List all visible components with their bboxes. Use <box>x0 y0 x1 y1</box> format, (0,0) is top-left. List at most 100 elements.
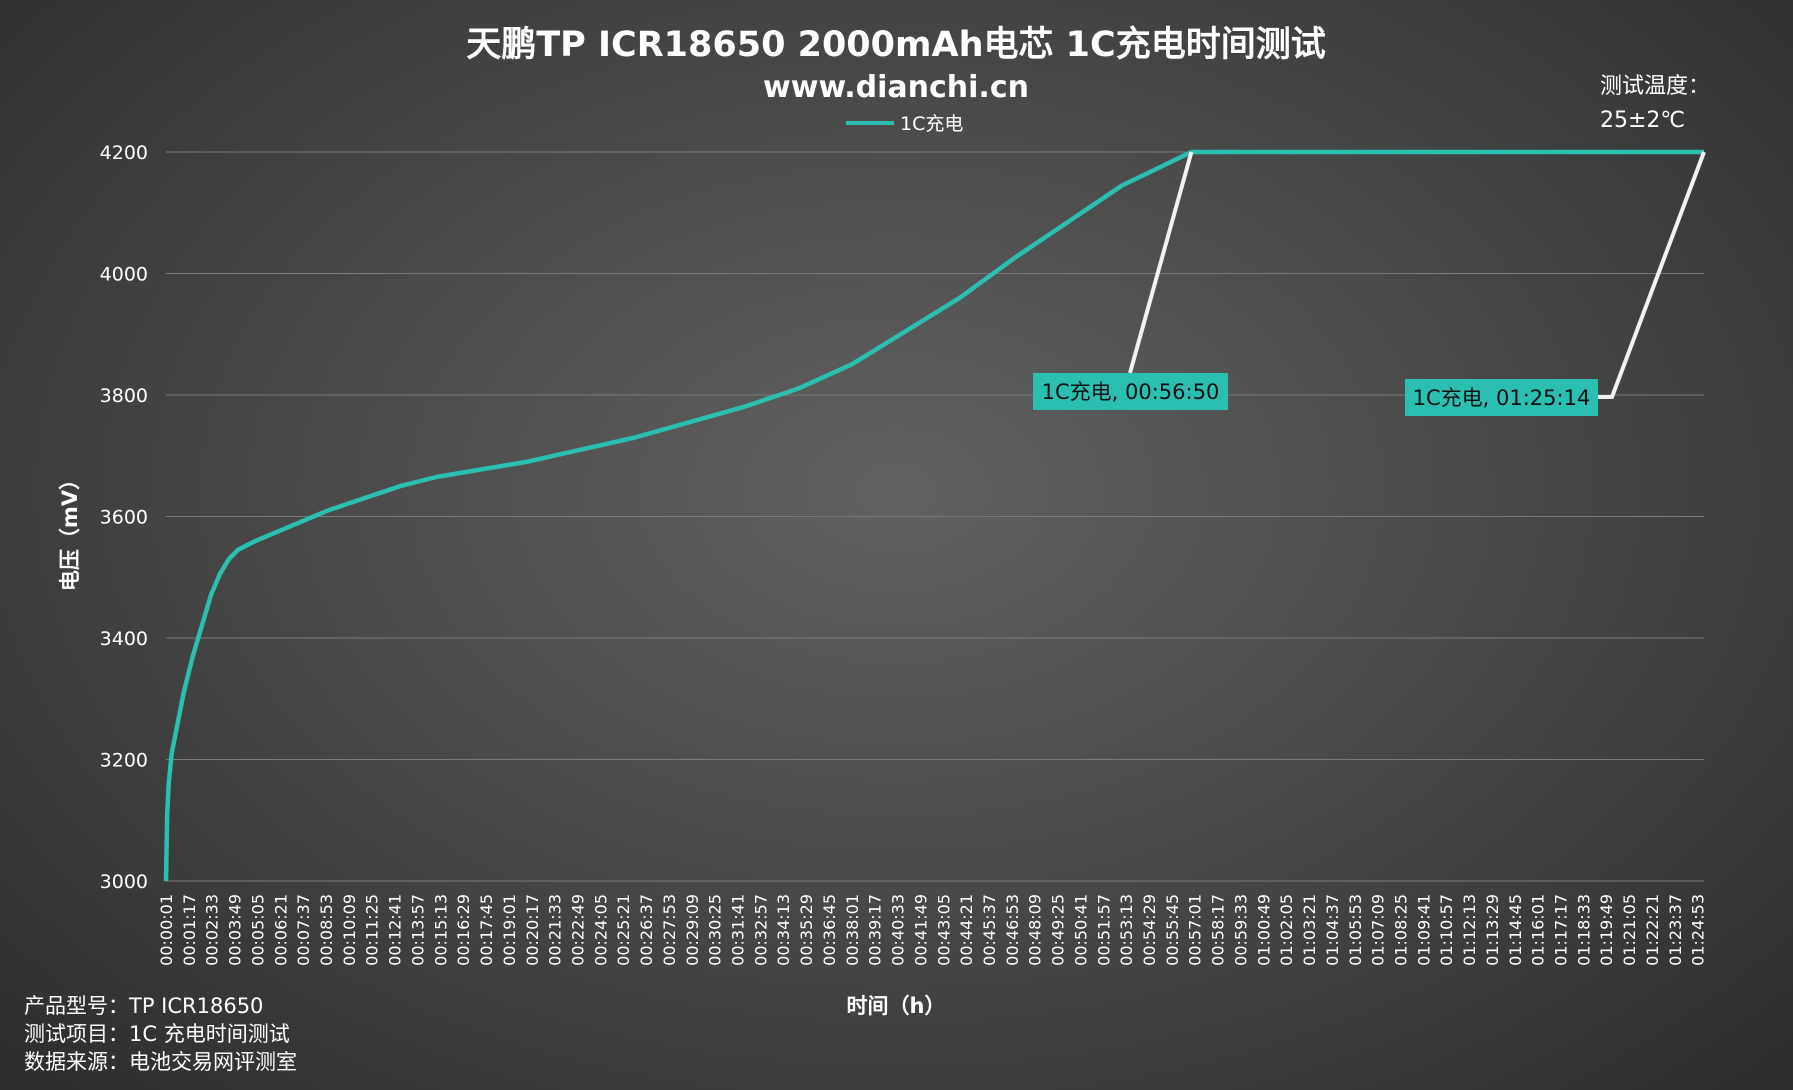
x-tick-label: 00:38:01 <box>843 894 862 966</box>
y-tick-label: 3000 <box>100 871 148 893</box>
x-tick-label: 00:36:45 <box>820 894 839 966</box>
x-tick-label: 01:03:21 <box>1300 894 1319 966</box>
annotation-box <box>1033 373 1228 410</box>
x-tick-label: 01:22:21 <box>1643 894 1662 966</box>
x-tick-label: 00:27:53 <box>660 894 679 966</box>
annotations: 1C充电, 00:56:50 1C充电, 01:25:14 <box>1033 151 1706 416</box>
x-tick-label: 00:41:49 <box>911 894 930 966</box>
x-tick-label: 01:04:37 <box>1323 894 1342 966</box>
x-tick-label: 00:06:21 <box>271 894 290 966</box>
y-tick-label: 4200 <box>100 142 148 164</box>
x-tick-label: 00:22:49 <box>568 894 587 966</box>
x-tick-label: 00:35:29 <box>797 894 816 966</box>
x-tick-label: 00:44:21 <box>957 894 976 966</box>
x-tick-label: 00:51:57 <box>1094 894 1113 966</box>
grid-lines <box>166 151 1704 882</box>
x-tick-label: 00:32:57 <box>751 894 770 966</box>
annotation-label: 1C充电, 00:56:50 <box>1042 380 1220 404</box>
x-tick-label: 00:34:13 <box>774 894 793 966</box>
x-tick-label: 00:30:25 <box>706 894 725 966</box>
x-tick-label: 00:24:05 <box>591 894 610 966</box>
x-tick-label: 00:17:45 <box>477 894 496 966</box>
x-tick-label: 00:19:01 <box>500 894 519 966</box>
x-tick-label: 01:21:05 <box>1620 894 1639 966</box>
footer-model: 产品型号：TP ICR18650 <box>24 994 264 1018</box>
x-tick-label: 00:45:37 <box>980 894 999 966</box>
x-tick-label: 00:02:33 <box>203 894 222 966</box>
x-tick-label: 00:16:29 <box>454 894 473 966</box>
chart-title: 天鹏TP ICR18650 2000mAh电芯 1C充电时间测试 <box>466 25 1325 65</box>
legend-label: 1C充电 <box>900 113 963 135</box>
x-tick-label: 00:50:41 <box>1071 894 1090 966</box>
x-tick-label: 01:12:13 <box>1460 894 1479 966</box>
x-tick-label: 00:58:17 <box>1209 894 1228 966</box>
y-tick-label: 3800 <box>100 385 148 407</box>
x-tick-label: 00:20:17 <box>523 894 542 966</box>
y-tick-label: 3400 <box>100 628 148 650</box>
x-tick-label: 00:48:09 <box>1026 894 1045 966</box>
x-tick-label: 00:29:09 <box>683 894 702 966</box>
x-tick-label: 01:13:29 <box>1483 894 1502 966</box>
x-tick-label: 00:43:05 <box>934 894 953 966</box>
annotation-label: 1C充电, 01:25:14 <box>1413 386 1591 410</box>
x-tick-label: 01:18:33 <box>1574 894 1593 966</box>
x-tick-label: 00:55:45 <box>1163 894 1182 966</box>
y-axis-ticks: 3000 3200 3400 3600 3800 4000 4200 <box>100 142 148 893</box>
x-axis-label: 时间（h） <box>847 994 946 1018</box>
x-tick-label: 01:07:09 <box>1369 894 1388 966</box>
y-tick-label: 4000 <box>100 264 148 286</box>
x-tick-label: 00:57:01 <box>1186 894 1205 966</box>
x-tick-label: 00:03:49 <box>226 894 245 966</box>
x-tick-label: 01:10:57 <box>1437 894 1456 966</box>
temperature-label: 测试温度： <box>1600 74 1711 99</box>
x-tick-label: 00:07:37 <box>294 894 313 966</box>
x-tick-label: 00:01:17 <box>180 894 199 966</box>
x-tick-label: 01:09:41 <box>1414 894 1433 966</box>
annotation-leader <box>1598 151 1706 399</box>
temperature-value: 25±2℃ <box>1600 108 1686 133</box>
x-axis-ticks: 00:00:01 00:01:17 00:02:33 00:03:49 00:05:05… <box>157 894 1708 966</box>
x-tick-label: 01:05:53 <box>1346 894 1365 966</box>
x-tick-label: 00:00:01 <box>157 894 176 966</box>
footer-info: 产品型号：TP ICR18650 测试项目：1C 充电时间测试 数据来源：电池交… <box>24 992 297 1076</box>
x-tick-label: 01:24:53 <box>1689 894 1708 966</box>
y-tick-label: 3600 <box>100 507 148 529</box>
x-tick-label: 01:14:45 <box>1506 894 1525 966</box>
series-line-1c-charge <box>163 149 1704 882</box>
x-tick-label: 00:15:13 <box>431 894 450 966</box>
x-tick-label: 00:46:53 <box>1003 894 1022 966</box>
footer-test-item: 测试项目：1C 充电时间测试 <box>24 1022 290 1046</box>
legend: 1C充电 <box>846 113 963 135</box>
x-tick-label: 00:12:41 <box>386 894 405 966</box>
x-tick-label: 00:53:13 <box>1117 894 1136 966</box>
x-tick-label: 00:05:05 <box>248 894 267 966</box>
x-tick-label: 01:02:05 <box>1277 894 1296 966</box>
x-tick-label: 00:08:53 <box>317 894 336 966</box>
y-axis-label: 电压（mV） <box>58 469 82 591</box>
x-tick-label: 00:11:25 <box>363 894 382 966</box>
x-tick-label: 01:23:37 <box>1666 894 1685 966</box>
x-tick-label: 00:31:41 <box>729 894 748 966</box>
x-tick-label: 01:00:49 <box>1254 894 1273 966</box>
x-tick-label: 01:16:01 <box>1529 894 1548 966</box>
x-tick-label: 00:13:57 <box>408 894 427 966</box>
x-tick-label: 00:59:33 <box>1231 894 1250 966</box>
annotation-box <box>1405 379 1598 416</box>
x-tick-label: 00:49:25 <box>1049 894 1068 966</box>
x-tick-label: 01:17:17 <box>1552 894 1571 966</box>
annotation-leader <box>1128 151 1194 374</box>
x-tick-label: 00:39:17 <box>866 894 885 966</box>
x-tick-label: 00:54:29 <box>1140 894 1159 966</box>
y-tick-label: 3200 <box>100 750 148 772</box>
x-tick-label: 00:40:33 <box>889 894 908 966</box>
x-tick-label: 01:19:49 <box>1597 894 1616 966</box>
x-tick-label: 00:10:09 <box>340 894 359 966</box>
x-tick-label: 00:21:33 <box>546 894 565 966</box>
x-tick-label: 00:25:21 <box>614 894 633 966</box>
x-tick-label: 01:08:25 <box>1391 894 1410 966</box>
test-temperature: 测试温度： 25±2℃ <box>1600 70 1710 138</box>
x-tick-label: 00:26:37 <box>637 894 656 966</box>
footer-data-source: 数据来源：电池交易网评测室 <box>24 1050 297 1074</box>
chart-subtitle: www.dianchi.cn <box>763 70 1029 105</box>
